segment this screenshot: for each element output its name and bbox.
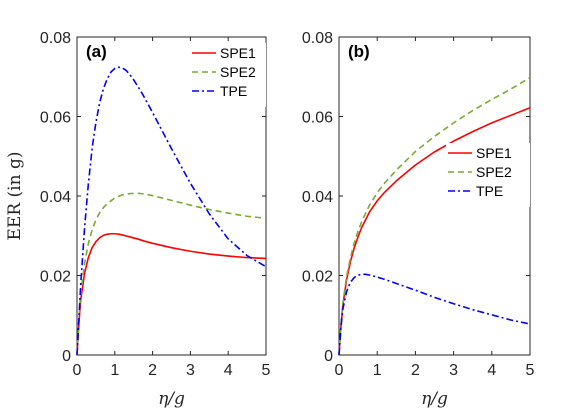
legend-label-spe2: SPE2 (476, 164, 512, 180)
x-tick-label: 0 (335, 362, 344, 379)
y-tick-label: 0.04 (302, 189, 333, 206)
panel-label: (a) (86, 42, 107, 61)
panel-label: (b) (348, 42, 370, 61)
x-tick-label: 3 (186, 362, 195, 379)
y-tick-label: 0 (324, 348, 333, 365)
y-tick-label: 0.08 (40, 30, 71, 47)
x-tick-label: 2 (411, 362, 420, 379)
x-axis-title: η/g (158, 389, 185, 409)
legend-label-spe1: SPE1 (220, 45, 256, 61)
legend-label-spe2: SPE2 (220, 64, 256, 80)
y-tick-label: 0.04 (40, 189, 71, 206)
y-tick-label: 0.06 (40, 110, 71, 127)
legend-label-tpe: TPE (476, 183, 503, 199)
x-tick-label: 5 (262, 362, 271, 379)
y-tick-label: 0.08 (302, 30, 333, 47)
x-tick-label: 0 (73, 362, 82, 379)
series-line-tpe (338, 273, 531, 356)
y-axis-title: EER (in g) (5, 152, 25, 241)
x-tick-label: 4 (224, 362, 233, 379)
y-tick-label: 0 (62, 348, 71, 365)
y-tick-label: 0.06 (302, 110, 333, 127)
legend-label-spe1: SPE1 (476, 145, 512, 161)
x-tick-label: 5 (526, 362, 535, 379)
x-tick-label: 4 (487, 362, 496, 379)
x-tick-label: 1 (110, 362, 119, 379)
x-tick-label: 3 (449, 362, 458, 379)
series-line-spe1 (76, 232, 267, 356)
series-line-spe2 (338, 76, 531, 356)
panel-a: 0 1 2 3 4 5 0 0.02 0.04 0.06 0.08 η/g EER (in g) (a) S… (5, 30, 271, 409)
x-tick-label: 1 (373, 362, 382, 379)
y-tick-label: 0.02 (40, 269, 71, 286)
y-tick-label: 0.02 (302, 269, 333, 286)
series-line-tpe (76, 66, 267, 356)
x-tick-label: 2 (148, 362, 157, 379)
x-axis-title: η/g (421, 389, 448, 409)
series-line-spe2 (76, 192, 267, 356)
legend-label-tpe: TPE (220, 83, 247, 99)
panel-b: 0 1 2 3 4 5 0 0.02 0.04 0.06 0.08 η/g (b) SPE1 SPE2 TPE (302, 30, 535, 409)
